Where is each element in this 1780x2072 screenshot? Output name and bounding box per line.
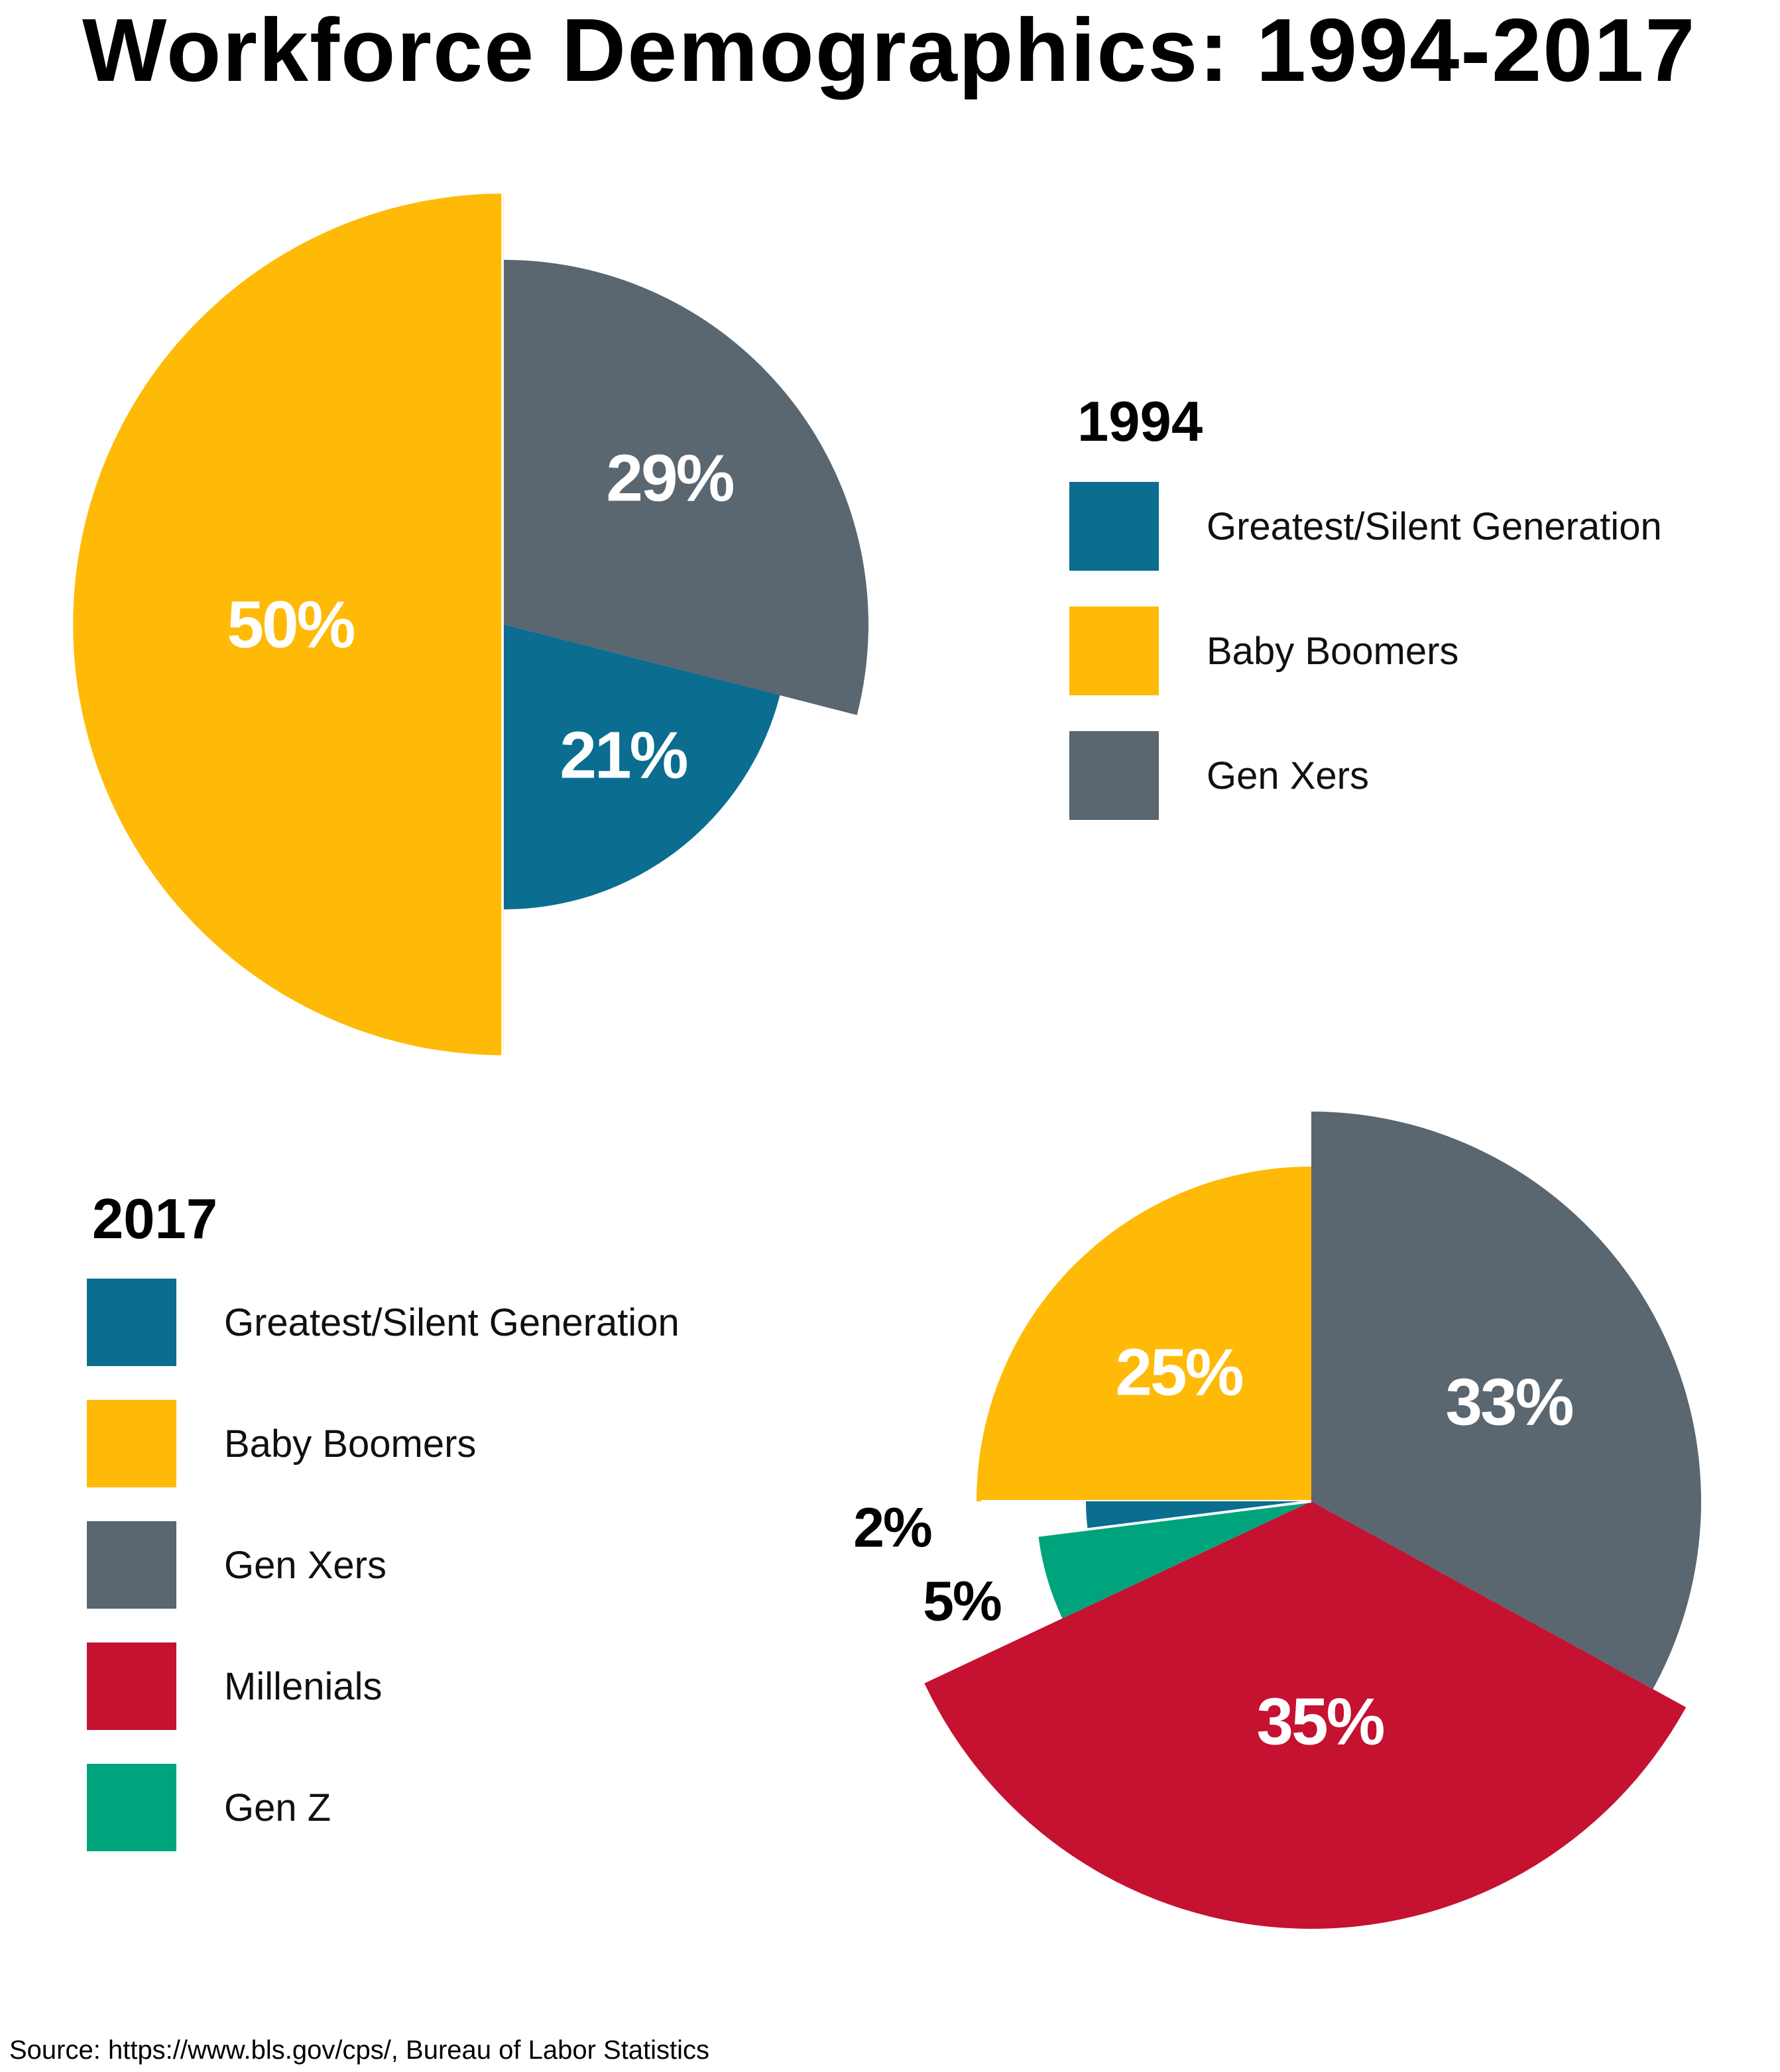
legend-1994-rows: Greatest/Silent Generation Baby Boomers Ge… <box>1069 482 1662 856</box>
source-attribution: Source: https://www.bls.gov/cps/, Bureau… <box>9 2036 710 2065</box>
pie-2017-slice-gen-z <box>1038 1501 1311 1619</box>
pie-1994-slice-baby-boomers <box>73 194 504 1055</box>
legend-1994-title: 1994 <box>1077 390 1203 453</box>
baby-boomers-swatch <box>87 1400 176 1487</box>
legend-2017-row-gen-z: Gen Z <box>87 1764 680 1851</box>
legend-item-label: Greatest/Silent Generation <box>224 1300 680 1344</box>
gen-xers-swatch <box>87 1521 176 1609</box>
legend-2017-row-greatest-silent-generation: Greatest/Silent Generation <box>87 1279 680 1366</box>
millenials-swatch <box>87 1642 176 1730</box>
pie-1994-slice-greatest-silent-generation <box>504 624 780 909</box>
legend-item-label: Gen Xers <box>224 1543 386 1587</box>
baby-boomers-swatch <box>1069 606 1159 695</box>
gen-xers-swatch <box>1069 731 1159 820</box>
gen-z-swatch <box>87 1764 176 1851</box>
legend-item-label: Millenials <box>224 1664 383 1708</box>
pie-2017-slice-gen-xers <box>1311 1112 1702 1690</box>
pie-1994-slice-gen-xers <box>504 260 868 715</box>
legend-1994-row-baby-boomers: Baby Boomers <box>1069 606 1662 695</box>
legend-item-label: Greatest/Silent Generation <box>1207 504 1662 548</box>
legend-1994-row-gen-xers: Gen Xers <box>1069 731 1662 820</box>
legend-item-label: Gen Xers <box>1207 754 1369 797</box>
page-title: Workforce Demographics: 1994-2017 <box>82 0 1696 100</box>
legend-2017-title: 2017 <box>92 1188 218 1251</box>
pie-2017-slice-baby-boomers <box>977 1167 1311 1501</box>
pie-2017-slice-millenials <box>924 1501 1687 1929</box>
pie-2017-seam-0 <box>1036 1500 1312 1537</box>
greatest-silent-generation-swatch <box>87 1279 176 1366</box>
legend-item-label: Gen Z <box>224 1786 331 1829</box>
legend-1994-row-greatest-silent-generation: Greatest/Silent Generation <box>1069 482 1662 571</box>
greatest-silent-generation-swatch <box>1069 482 1159 571</box>
legend-item-label: Baby Boomers <box>224 1422 477 1466</box>
legend-2017-row-millenials: Millenials <box>87 1642 680 1730</box>
legend-2017-rows: Greatest/Silent Generation Baby Boomers Ge… <box>87 1279 680 1885</box>
legend-2017-row-baby-boomers: Baby Boomers <box>87 1400 680 1487</box>
legend-item-label: Baby Boomers <box>1207 629 1459 673</box>
legend-2017-row-gen-xers: Gen Xers <box>87 1521 680 1609</box>
